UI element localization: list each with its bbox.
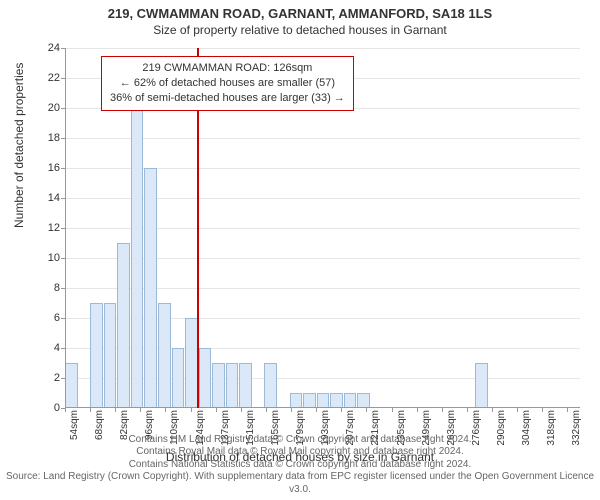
histogram-bar [344,393,357,408]
histogram-bar [199,348,212,408]
y-tick [61,288,65,289]
histogram-bar [172,348,185,408]
histogram-bar [65,363,78,408]
y-tick [61,138,65,139]
info-line-smaller: ← 62% of detached houses are smaller (57… [110,76,345,91]
histogram-bar [226,363,239,408]
x-tick [316,408,317,412]
y-tick-label: 8 [20,282,60,294]
x-tick [165,408,166,412]
histogram-bar [317,393,330,408]
histogram-bar [104,303,117,408]
info-line-property: 219 CWMAMMAN ROAD: 126sqm [110,61,345,76]
y-tick [61,48,65,49]
y-tick [61,198,65,199]
attribution-text: Contains HM Land Registry data © Crown c… [0,434,600,497]
x-tick [65,408,66,412]
histogram-bar [330,393,343,408]
page-subtitle: Size of property relative to detached ho… [0,21,600,41]
x-tick [115,408,116,412]
x-tick [442,408,443,412]
x-tick [492,408,493,412]
x-tick [542,408,543,412]
histogram-bar [264,363,277,408]
x-axis-line [65,407,580,408]
x-tick [517,408,518,412]
histogram-bar [239,363,252,408]
y-tick [61,228,65,229]
y-tick-label: 10 [20,252,60,264]
x-tick [241,408,242,412]
x-tick [366,408,367,412]
histogram-bar [158,303,171,408]
y-tick-label: 6 [20,312,60,324]
histogram-bar [290,393,303,408]
x-tick [467,408,468,412]
x-tick [140,408,141,412]
histogram-bar [117,243,130,408]
y-tick [61,168,65,169]
y-axis-line [65,48,66,408]
histogram-chart: 024681012141618202224 54sqm68sqm82sqm96s… [65,48,580,408]
x-tick [417,408,418,412]
x-tick [90,408,91,412]
page-title: 219, CWMAMMAN ROAD, GARNANT, AMMANFORD, … [0,0,600,21]
info-line-larger: 36% of semi-detached houses are larger (… [110,91,345,106]
y-tick-label: 14 [20,192,60,204]
histogram-bar [357,393,370,408]
y-tick [61,258,65,259]
x-tick [191,408,192,412]
plot-region: 024681012141618202224 54sqm68sqm82sqm96s… [65,48,580,408]
x-tick [567,408,568,412]
y-tick [61,348,65,349]
x-tick [216,408,217,412]
histogram-bar [475,363,488,408]
y-tick [61,108,65,109]
y-tick [61,78,65,79]
histogram-bar [303,393,316,408]
x-tick [266,408,267,412]
y-tick [61,318,65,319]
histogram-bar [90,303,103,408]
x-tick [341,408,342,412]
y-tick-label: 0 [20,402,60,414]
histogram-bar [144,168,157,408]
x-tick [291,408,292,412]
y-tick-label: 4 [20,342,60,354]
y-tick-label: 22 [20,72,60,84]
y-tick-label: 18 [20,132,60,144]
info-box: 219 CWMAMMAN ROAD: 126sqm ← 62% of detac… [101,56,354,111]
y-tick-label: 16 [20,162,60,174]
histogram-bar [185,318,198,408]
histogram-bar [131,108,144,408]
x-tick [392,408,393,412]
histogram-bar [212,363,225,408]
y-tick-label: 12 [20,222,60,234]
y-tick-label: 24 [20,42,60,54]
y-tick [61,378,65,379]
y-tick-label: 2 [20,372,60,384]
y-tick-label: 20 [20,102,60,114]
